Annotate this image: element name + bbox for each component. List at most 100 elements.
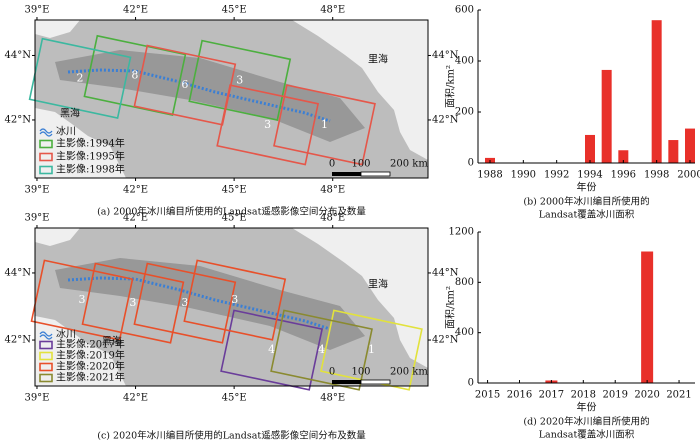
x-tick-label: 39°E [24,213,49,224]
scale-label: 100 [351,367,370,378]
x-tick-label: 39°E [24,5,49,16]
scene-footprint [320,309,423,391]
bar [601,69,612,163]
x-tick-label: 48°E [320,213,345,224]
legend-label: 主影像:1998年 [56,163,125,176]
bar [668,140,679,163]
x-tick-label: 1988 [477,170,502,181]
y-tick-label: 44°N [432,267,459,278]
scene-count: 3 [129,296,136,309]
y-tick-label: 200 [455,107,474,118]
scale-label: 0 [329,159,335,170]
glacier-icon [39,128,53,137]
legend-label: 主影像:2021年 [56,371,125,384]
legend-swatch [39,373,53,383]
x-tick-label: 45°E [222,185,247,196]
legend-swatch [39,152,53,162]
bar [651,20,662,164]
y-tick-label: 0 [468,158,474,169]
legend-label: 主影像:2020年 [56,360,125,373]
x-tick-label: 42°E [123,393,148,404]
y-tick-label: 42°N [5,114,32,125]
x-tick-label: 2021 [666,390,691,401]
x-tick-label: 2015 [475,390,500,401]
y-tick-label: 600 [455,5,474,16]
scale-label: 200 km [390,367,428,378]
sea-label: 里海 [368,278,388,291]
scene-footprint [81,262,185,344]
x-tick-label: 48°E [320,185,345,196]
scene-footprint [183,259,287,341]
x-tick-label: 2016 [507,390,532,401]
legend-label: 主影像:1994年 [56,137,125,150]
legend-label: 主影像:2017年 [56,338,125,351]
x-tick-label: 1998 [644,170,669,181]
caption: Landsat覆盖冰川面积 [539,209,635,221]
scene-footprint [188,39,292,121]
scene-count: 2 [77,71,84,84]
sea-label: 黑海 [102,335,122,348]
y-tick-label: 42°N [432,335,459,346]
y-tick-label: 44°N [432,50,459,61]
x-tick-label: 48°E [320,5,345,16]
scene-footprint [273,84,376,166]
map-frame [34,19,429,179]
x-tick-label: 2019 [602,390,627,401]
scene-count: 4 [318,343,325,356]
x-tick-label: 2017 [539,390,564,401]
map-frame [34,227,429,387]
scene-footprint [133,262,237,344]
y-tick-label: 400 [455,56,474,67]
y-tick-label: 42°N [432,114,459,125]
caption: (c) 2020年冰川编目所使用的Landsat遥感影像空间分布及数量 [97,430,366,442]
scene-count: 4 [268,343,275,356]
legend-swatch [39,340,53,350]
x-tick-label: 1994 [577,170,602,181]
x-axis-title: 年份 [577,401,597,414]
legend-swatch [39,362,53,372]
scene-count: 8 [131,68,138,81]
x-tick-label: 48°E [320,393,345,404]
caption: (a) 2000年冰川编目所使用的Landsat遥感影像空间分布及数量 [97,206,366,218]
legend-swatch [39,351,53,361]
legend-label: 冰川 [56,328,76,341]
y-tick-label: 44°N [5,50,32,61]
caption: Landsat覆盖冰川面积 [539,429,635,441]
sea-label: 黑海 [60,107,80,120]
x-tick-label: 2018 [571,390,596,401]
bar [585,134,595,163]
caption: (b) 2000年冰川编目所使用的 [523,196,649,208]
scene-footprint [270,309,373,391]
caption: (d) 2020年冰川编目所使用的 [523,416,649,428]
scene-footprint [28,37,132,119]
y-tick-label: 800 [455,277,474,288]
bar [685,128,695,163]
scene-footprint [30,259,134,341]
y-axis-title: 面积/km² [445,65,457,108]
y-tick-label: 1200 [449,227,474,238]
scene-count: 3 [236,73,243,86]
scene-footprint [83,34,187,117]
y-tick-label: 0 [468,378,474,389]
scale-label: 100 [351,159,370,170]
x-tick-label: 39°E [24,185,49,196]
legend-label: 冰川 [56,125,76,138]
scale-bar [332,172,361,176]
x-tick-label: 39°E [24,393,49,404]
y-tick-label: 42°N [5,335,32,346]
glacier-icon [39,331,53,340]
scale-label: 200 km [390,159,428,170]
scene-footprint [216,84,320,166]
scene-count: 1 [368,343,375,356]
x-tick-label: 42°E [123,5,148,16]
scale-bar [332,380,361,384]
x-tick-label: 2020 [634,390,659,401]
legend-label: 主影像:1995年 [56,150,125,163]
x-tick-label: 45°E [222,5,247,16]
scene-count: 3 [231,293,238,306]
sea-label: 里海 [368,53,388,66]
scene-count: 3 [78,293,85,306]
scale-label: 0 [329,367,335,378]
y-tick-label: 400 [455,327,474,338]
